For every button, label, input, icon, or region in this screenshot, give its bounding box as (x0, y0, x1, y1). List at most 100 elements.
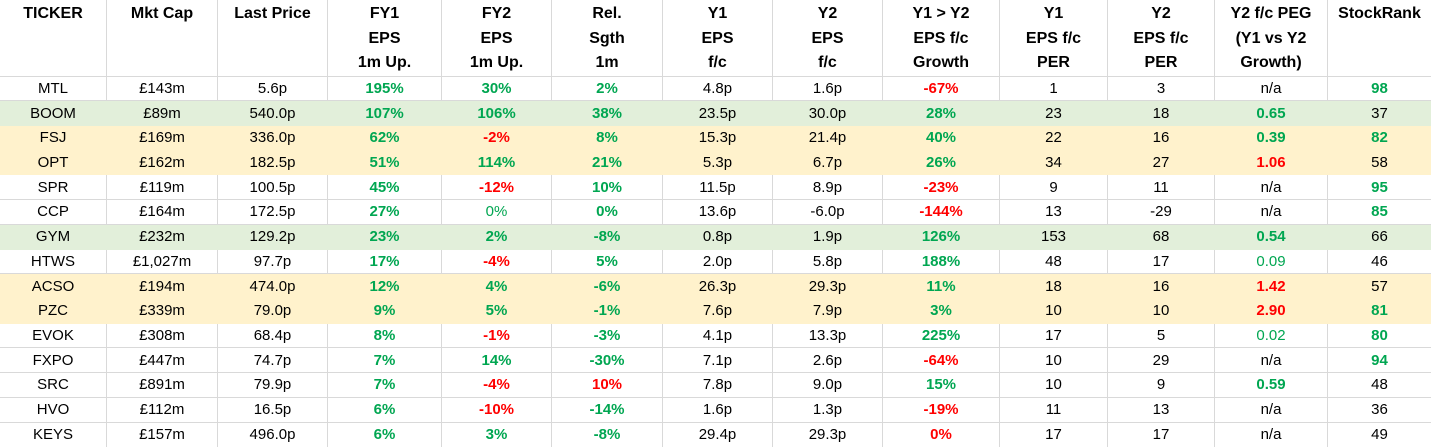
cell-rel-sgth-1m[interactable]: -1% (552, 298, 663, 324)
cell-y1-eps-fc[interactable]: 11.5p (663, 175, 773, 201)
cell-mkt-cap[interactable]: £162m (107, 150, 218, 176)
cell-y1-y2-eps-fc-growth[interactable]: 15% (883, 373, 1000, 398)
cell-y2-eps-fc-per[interactable]: 18 (1108, 101, 1215, 126)
cell-ticker[interactable]: MTL (0, 76, 107, 102)
cell-stockrank[interactable]: 66 (1328, 224, 1431, 250)
cell-y1-eps-fc-per[interactable]: 17 (1000, 323, 1108, 349)
cell-fy1-eps-1m-up[interactable]: 6% (328, 397, 442, 423)
cell-last-price[interactable]: 74.7p (218, 348, 328, 374)
cell-ticker[interactable]: ACSO (0, 274, 107, 299)
cell-y2-eps-fc[interactable]: 29.3p (773, 274, 883, 299)
cell-y1-eps-fc-per[interactable]: 153 (1000, 224, 1108, 250)
cell-mkt-cap[interactable]: £1,027m (107, 249, 218, 275)
cell-last-price[interactable]: 5.6p (218, 76, 328, 102)
cell-ticker[interactable]: OPT (0, 150, 107, 176)
cell-y2-fc-peg[interactable]: 1.42 (1215, 274, 1328, 299)
cell-y2-eps-fc[interactable]: 7.9p (773, 298, 883, 324)
cell-y2-fc-peg[interactable]: n/a (1215, 200, 1328, 225)
cell-fy2-eps-1m-up[interactable]: 114% (442, 150, 552, 176)
cell-stockrank[interactable]: 95 (1328, 175, 1431, 201)
cell-y2-eps-fc[interactable]: 21.4p (773, 125, 883, 151)
cell-y2-fc-peg[interactable]: 0.65 (1215, 101, 1328, 126)
cell-y2-fc-peg[interactable]: n/a (1215, 422, 1328, 447)
cell-y1-y2-eps-fc-growth[interactable]: 26% (883, 150, 1000, 176)
cell-fy2-eps-1m-up[interactable]: 30% (442, 76, 552, 102)
cell-last-price[interactable]: 182.5p (218, 150, 328, 176)
cell-rel-sgth-1m[interactable]: 2% (552, 76, 663, 102)
cell-y1-y2-eps-fc-growth[interactable]: 225% (883, 323, 1000, 349)
cell-stockrank[interactable]: 37 (1328, 101, 1431, 126)
cell-y1-eps-fc-per[interactable]: 10 (1000, 373, 1108, 398)
cell-stockrank[interactable]: 36 (1328, 398, 1431, 423)
column-header-stockrank[interactable]: StockRank (1328, 0, 1431, 77)
cell-ticker[interactable]: GYM (0, 224, 107, 250)
cell-stockrank[interactable]: 57 (1328, 274, 1431, 299)
cell-rel-sgth-1m[interactable]: 8% (552, 125, 663, 151)
cell-y1-y2-eps-fc-growth[interactable]: 11% (883, 274, 1000, 299)
cell-mkt-cap[interactable]: £447m (107, 348, 218, 374)
cell-y1-eps-fc-per[interactable]: 17 (1000, 422, 1108, 447)
cell-y1-eps-fc[interactable]: 1.6p (663, 397, 773, 423)
cell-y2-eps-fc-per[interactable]: 13 (1108, 397, 1215, 423)
cell-fy1-eps-1m-up[interactable]: 12% (328, 274, 442, 299)
cell-rel-sgth-1m[interactable]: -6% (552, 274, 663, 299)
cell-y2-eps-fc[interactable]: -6.0p (773, 200, 883, 225)
cell-y1-eps-fc-per[interactable]: 10 (1000, 348, 1108, 374)
cell-fy1-eps-1m-up[interactable]: 62% (328, 125, 442, 151)
cell-y1-eps-fc-per[interactable]: 13 (1000, 200, 1108, 225)
cell-mkt-cap[interactable]: £308m (107, 323, 218, 349)
cell-stockrank[interactable]: 46 (1328, 250, 1431, 275)
cell-y2-fc-peg[interactable]: 0.54 (1215, 224, 1328, 250)
cell-y2-eps-fc-per[interactable]: 16 (1108, 274, 1215, 299)
cell-rel-sgth-1m[interactable]: 10% (552, 373, 663, 398)
column-header-y2-eps-fc-per[interactable]: Y2 EPS f/c PER (1108, 0, 1215, 77)
cell-fy2-eps-1m-up[interactable]: -1% (442, 323, 552, 349)
cell-y2-eps-fc[interactable]: 9.0p (773, 373, 883, 398)
cell-y1-eps-fc-per[interactable]: 1 (1000, 76, 1108, 102)
cell-y1-y2-eps-fc-growth[interactable]: 3% (883, 298, 1000, 324)
cell-fy2-eps-1m-up[interactable]: -4% (442, 373, 552, 398)
cell-ticker[interactable]: HVO (0, 397, 107, 423)
cell-y2-eps-fc-per[interactable]: 29 (1108, 348, 1215, 374)
cell-y1-eps-fc[interactable]: 29.4p (663, 422, 773, 447)
cell-last-price[interactable]: 16.5p (218, 397, 328, 423)
cell-mkt-cap[interactable]: £143m (107, 76, 218, 102)
cell-fy1-eps-1m-up[interactable]: 6% (328, 422, 442, 447)
cell-y1-y2-eps-fc-growth[interactable]: -144% (883, 200, 1000, 225)
cell-ticker[interactable]: KEYS (0, 422, 107, 447)
cell-last-price[interactable]: 97.7p (218, 249, 328, 275)
cell-last-price[interactable]: 68.4p (218, 323, 328, 349)
cell-y1-y2-eps-fc-growth[interactable]: -23% (883, 175, 1000, 201)
cell-y2-fc-peg[interactable]: n/a (1215, 348, 1328, 374)
cell-fy1-eps-1m-up[interactable]: 17% (328, 249, 442, 275)
cell-fy2-eps-1m-up[interactable]: 4% (442, 274, 552, 299)
cell-mkt-cap[interactable]: £232m (107, 224, 218, 250)
column-header-y1-y2-eps-fc-growth[interactable]: Y1 > Y2 EPS f/c Growth (883, 0, 1000, 77)
column-header-y2-eps-fc[interactable]: Y2 EPS f/c (773, 0, 883, 77)
cell-stockrank[interactable]: 80 (1328, 324, 1431, 349)
cell-ticker[interactable]: SRC (0, 373, 107, 398)
cell-last-price[interactable]: 100.5p (218, 175, 328, 201)
cell-ticker[interactable]: EVOK (0, 323, 107, 349)
cell-y1-y2-eps-fc-growth[interactable]: 28% (883, 101, 1000, 126)
cell-last-price[interactable]: 129.2p (218, 224, 328, 250)
cell-fy2-eps-1m-up[interactable]: 0% (442, 200, 552, 225)
cell-stockrank[interactable]: 48 (1328, 373, 1431, 398)
cell-fy1-eps-1m-up[interactable]: 107% (328, 101, 442, 126)
cell-stockrank[interactable]: 98 (1328, 77, 1431, 102)
cell-ticker[interactable]: PZC (0, 298, 107, 324)
column-header-ticker[interactable]: TICKER (0, 0, 107, 77)
column-header-last-price[interactable]: Last Price (218, 0, 328, 77)
cell-last-price[interactable]: 336.0p (218, 125, 328, 151)
cell-y1-eps-fc[interactable]: 4.8p (663, 76, 773, 102)
cell-mkt-cap[interactable]: £89m (107, 101, 218, 126)
cell-y1-eps-fc-per[interactable]: 18 (1000, 274, 1108, 299)
cell-ticker[interactable]: FXPO (0, 348, 107, 374)
cell-y2-eps-fc[interactable]: 8.9p (773, 175, 883, 201)
cell-ticker[interactable]: FSJ (0, 125, 107, 151)
cell-fy1-eps-1m-up[interactable]: 45% (328, 175, 442, 201)
cell-y2-eps-fc[interactable]: 1.3p (773, 397, 883, 423)
cell-y2-fc-peg[interactable]: 0.59 (1215, 373, 1328, 398)
cell-y1-eps-fc[interactable]: 7.6p (663, 298, 773, 324)
cell-y2-eps-fc[interactable]: 6.7p (773, 150, 883, 176)
